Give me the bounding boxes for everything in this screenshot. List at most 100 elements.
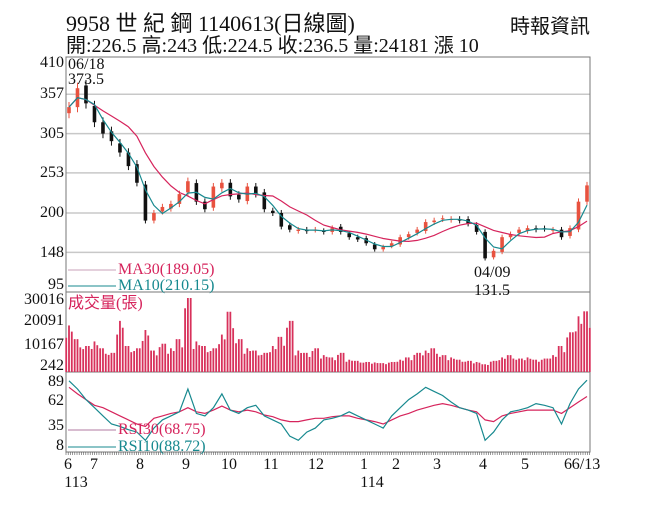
volume-bar <box>453 358 455 372</box>
volume-bar <box>68 325 70 372</box>
volume-bar <box>286 327 288 372</box>
volume-bar <box>130 352 133 372</box>
volume-bar <box>164 343 167 372</box>
candle-body <box>160 206 165 212</box>
volume-bar <box>246 348 249 372</box>
volume-bar <box>274 349 277 372</box>
candle-body <box>355 237 360 240</box>
x-tick: 1 <box>360 456 368 473</box>
volume-bar <box>136 348 138 372</box>
volume-bar <box>537 361 540 372</box>
volume-bar <box>195 341 198 372</box>
candle-body <box>237 194 241 200</box>
price-tick: 410 <box>40 54 64 71</box>
candle-body <box>101 122 105 134</box>
volume-bar <box>382 363 385 372</box>
volume-bar <box>588 327 591 372</box>
volume-bar <box>345 361 348 372</box>
volume-bar <box>331 357 334 372</box>
volume-bar <box>419 352 421 372</box>
volume-bar <box>467 360 470 372</box>
volume-bar <box>269 352 271 372</box>
volume-bar <box>243 353 246 372</box>
candle-body <box>126 152 131 167</box>
volume-bar <box>158 347 161 372</box>
volume-bar <box>303 352 305 372</box>
volume-bar <box>181 347 184 372</box>
low-date-label: 04/09 <box>474 264 511 281</box>
candle-body <box>551 229 555 231</box>
ma10-line <box>68 97 588 250</box>
candle-body <box>92 105 97 123</box>
volume-bar <box>356 360 359 372</box>
candle-body <box>508 234 513 238</box>
rsi-tick: 8 <box>56 437 64 454</box>
volume-bar <box>218 344 220 372</box>
candle-body <box>500 237 504 252</box>
volume-bar <box>280 336 283 372</box>
volume-bar <box>167 353 170 372</box>
volume-bar <box>178 339 181 372</box>
x-tick: 4 <box>479 456 487 473</box>
low-value-label: 131.5 <box>474 282 510 299</box>
volume-bar <box>186 298 189 372</box>
volume-bar <box>470 360 472 372</box>
candle-body <box>169 203 173 209</box>
volume-bar <box>249 351 252 372</box>
volume-bar <box>557 345 560 372</box>
volume-bar <box>198 345 201 372</box>
volume-bar <box>583 311 586 372</box>
volume-bar <box>441 355 444 372</box>
high-value-label: 373.5 <box>68 71 104 88</box>
volume-bar <box>577 316 580 372</box>
year-label: 114 <box>360 474 384 491</box>
price-panel <box>65 56 591 293</box>
volume-bar <box>433 348 436 372</box>
volume-bar <box>458 359 461 372</box>
volume-bar <box>87 345 90 372</box>
candle-body <box>177 194 182 204</box>
candle-body <box>474 224 479 232</box>
volume-bar <box>170 348 172 372</box>
x-tick: 11 <box>263 456 279 473</box>
candle-body <box>440 218 445 220</box>
candle-body <box>415 229 419 233</box>
candle-body <box>372 244 377 250</box>
volume-bar <box>314 348 317 372</box>
volume-bar <box>144 330 147 372</box>
volume-bar <box>155 355 158 372</box>
volume-bar <box>586 311 588 372</box>
volume-bar <box>365 361 368 372</box>
volume-title: 成交量(張) <box>68 295 143 312</box>
volume-bar <box>515 359 518 372</box>
candle-body <box>220 182 224 189</box>
volume-bar <box>506 355 509 372</box>
volume-bar <box>407 357 410 372</box>
volume-bar <box>121 327 124 372</box>
volume-bar <box>535 359 537 372</box>
x-tick: 6 <box>64 456 72 473</box>
chart-title: 9958 世 紀 鋼 1140613(日線圖) <box>66 11 355 36</box>
volume-bar <box>529 358 532 372</box>
volume-bar <box>184 308 186 372</box>
volume-bar <box>560 345 563 372</box>
volume-bar <box>226 311 229 372</box>
volume-bar <box>438 356 441 372</box>
volume-bar <box>79 347 82 372</box>
price-tick: 357 <box>40 85 64 102</box>
volume-bar <box>486 364 489 372</box>
volume-bar <box>260 354 263 372</box>
candle-body <box>585 185 589 202</box>
volume-bar <box>464 361 467 372</box>
volume-bar <box>436 353 438 372</box>
candle-body <box>118 143 122 153</box>
volume-bar <box>495 360 498 372</box>
candle-body <box>271 210 275 213</box>
volume-bar <box>96 345 99 372</box>
volume-bar <box>461 361 464 372</box>
volume-bar <box>571 332 574 372</box>
candle-body <box>67 107 71 114</box>
volume-bar <box>283 345 285 372</box>
candle-body <box>491 250 496 258</box>
volume-bar <box>127 345 130 372</box>
